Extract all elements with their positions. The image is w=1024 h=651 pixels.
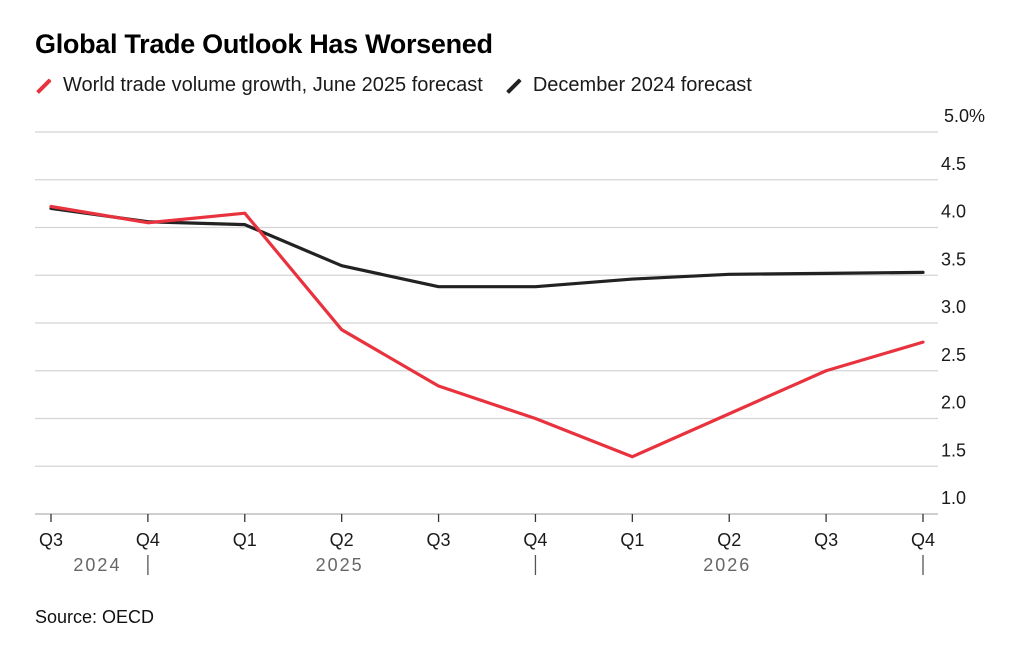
x-tick-label: Q3: [427, 530, 451, 550]
source-note: Source: OECD: [35, 607, 155, 627]
legend-item-june-2025: World trade volume growth, June 2025 for…: [35, 74, 483, 97]
y-tick-label: 2.5: [941, 345, 966, 365]
year-label: 2025: [316, 555, 364, 575]
y-tick-label: 2.0: [941, 393, 966, 413]
chart-title: Global Trade Outlook Has Worsened: [35, 29, 493, 59]
y-tick-label: 3.5: [941, 249, 966, 269]
series-line-december-2024-forecast: [49, 206, 925, 289]
x-tick-label: Q3: [39, 530, 63, 550]
y-tick-label: 4.0: [941, 202, 966, 222]
x-tick-label: Q4: [523, 530, 547, 550]
x-tick-label: Q4: [136, 530, 160, 550]
year-label: 2026: [703, 555, 751, 575]
legend-label: World trade volume growth, June 2025 for…: [63, 74, 483, 96]
x-tick-label: Q4: [911, 530, 935, 550]
year-label: 2024: [73, 555, 121, 575]
x-tick-label: Q2: [330, 530, 354, 550]
y-tick-label: 4.5: [941, 154, 966, 174]
y-tick-label: 3.0: [941, 297, 966, 317]
y-tick-label: 5.0%: [944, 106, 985, 126]
y-tick-label: 1.0: [941, 488, 966, 508]
legend-item-dec-2024: December 2024 forecast: [505, 74, 752, 97]
chart-legend: World trade volume growth, June 2025 for…: [35, 74, 774, 97]
series-line-world-trade-volume-growth-june-2025-forecast: [49, 204, 925, 459]
y-tick-label: 1.5: [941, 440, 966, 460]
x-tick-label: Q2: [717, 530, 741, 550]
x-tick-label: Q1: [233, 530, 257, 550]
x-tick-label: Q3: [814, 530, 838, 550]
x-tick-label: Q1: [620, 530, 644, 550]
legend-label: December 2024 forecast: [532, 74, 752, 96]
